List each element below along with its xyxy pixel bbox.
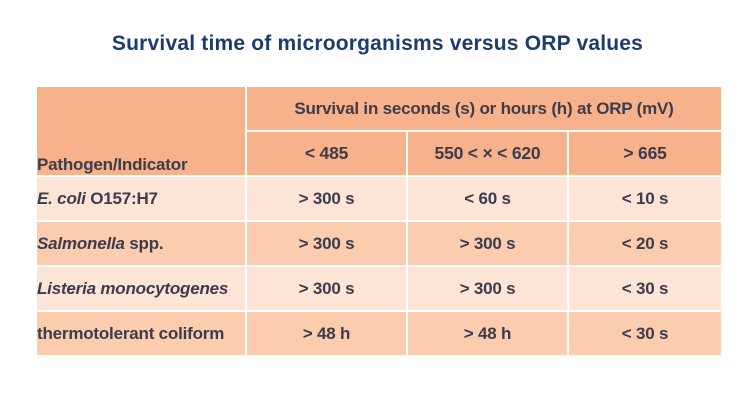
- survival-table: Pathogen/Indicator Survival in seconds (…: [35, 85, 723, 357]
- header-row-orp-ranges: < 485 550 < × < 620 > 665: [36, 130, 723, 177]
- table-row-salmonella: Salmonella spp. > 300 s > 300 s < 20 s: [35, 220, 723, 267]
- pathogen-name-ecoli: E. coli O157:H7: [35, 175, 247, 222]
- column-header-orp-gt-665: > 665: [567, 130, 723, 177]
- survival-value: > 300 s: [245, 265, 408, 312]
- survival-value: > 300 s: [245, 175, 408, 222]
- pathogen-name-thermotolerant-coliform: thermotolerant coliform: [35, 310, 247, 357]
- group-header-survival-orp: Survival in seconds (s) or hours (h) at …: [245, 85, 723, 132]
- survival-value: < 10 s: [567, 175, 723, 222]
- table-row-thermotolerant-coliform: thermotolerant coliform > 48 h > 48 h < …: [35, 310, 723, 357]
- figure-title: Survival time of microorganisms versus O…: [111, 32, 644, 55]
- survival-value: < 30 s: [567, 265, 723, 312]
- pathogen-name-listeria: Listeria monocytogenes: [35, 265, 247, 312]
- survival-value: < 20 s: [567, 220, 723, 267]
- column-header-orp-lt-485: < 485: [245, 130, 408, 177]
- pathogen-name-regular: O157:H7: [85, 188, 158, 208]
- survival-value: < 60 s: [406, 175, 569, 222]
- survival-value: > 300 s: [406, 220, 569, 267]
- survival-value: < 30 s: [567, 310, 723, 357]
- pathogen-name-salmonella: Salmonella spp.: [35, 220, 247, 267]
- survival-value: > 48 h: [406, 310, 569, 357]
- pathogen-name-italic: Listeria monocytogenes: [37, 278, 229, 298]
- survival-value: > 48 h: [245, 310, 408, 357]
- pathogen-name-italic: E. coli: [37, 188, 86, 208]
- pathogen-name-regular: spp.: [124, 233, 164, 253]
- pathogen-name-italic: Salmonella: [37, 233, 125, 253]
- pathogen-name-regular: thermotolerant coliform: [37, 323, 225, 343]
- table-row-ecoli: E. coli O157:H7 > 300 s < 60 s < 10 s: [35, 175, 723, 222]
- table-row-listeria: Listeria monocytogenes > 300 s > 300 s <…: [35, 265, 723, 312]
- column-header-pathogen-indicator: Pathogen/Indicator: [35, 85, 247, 177]
- survival-value: > 300 s: [406, 265, 569, 312]
- survival-value: > 300 s: [245, 220, 408, 267]
- header-row-group: Pathogen/Indicator Survival in seconds (…: [35, 85, 723, 177]
- column-header-orp-550-620: 550 < × < 620: [406, 130, 569, 177]
